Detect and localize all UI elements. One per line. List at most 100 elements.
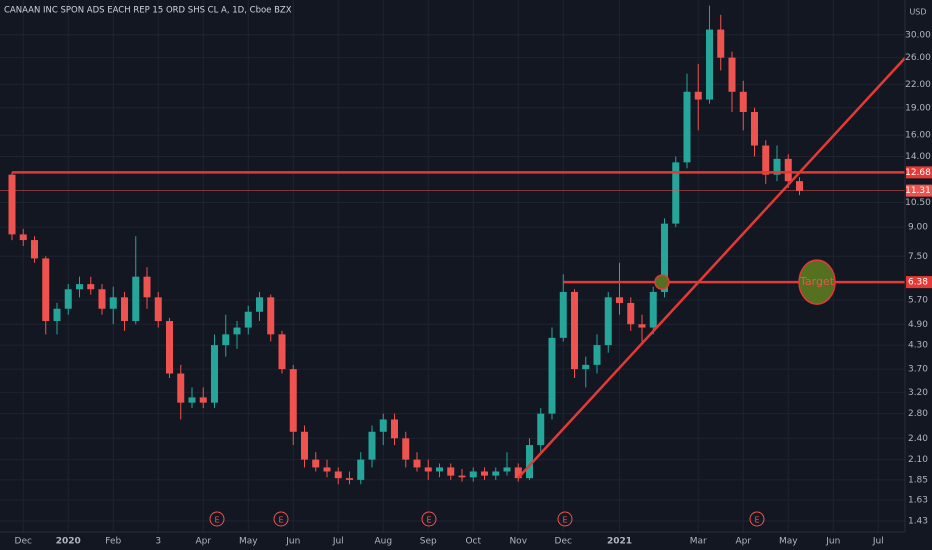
candle-body xyxy=(166,321,173,374)
x-tick-label: 2021 xyxy=(607,537,632,547)
candle-body xyxy=(728,57,736,92)
candle-body xyxy=(233,327,241,335)
candle-body xyxy=(582,364,590,370)
y-tick-label: 1.43 xyxy=(908,517,928,527)
candle-body xyxy=(717,29,725,58)
x-tick-label: Apr xyxy=(195,537,211,547)
candle-body xyxy=(256,297,263,312)
candle-body xyxy=(638,324,646,328)
candle-body xyxy=(672,162,680,224)
y-tick-label: 16.00 xyxy=(905,131,931,141)
candle-body xyxy=(391,419,398,439)
candle-body xyxy=(469,471,477,478)
candle-body xyxy=(784,158,792,182)
grid xyxy=(0,0,905,532)
candle-body xyxy=(503,467,511,472)
candle-body xyxy=(616,297,623,303)
candle-body xyxy=(199,397,207,403)
candle-body xyxy=(481,471,488,476)
y-tick-label: 2.80 xyxy=(908,409,928,419)
y-tick-label: 1.85 xyxy=(908,475,928,485)
x-tick-label: Jun xyxy=(825,537,840,547)
candle-body xyxy=(604,297,612,346)
candle-body xyxy=(154,297,162,322)
candle-body xyxy=(683,91,691,163)
candle-body xyxy=(143,276,151,298)
candle-body xyxy=(109,297,117,309)
x-tick-label: Dec xyxy=(15,537,32,547)
y-tick-label: 30.00 xyxy=(905,30,931,40)
candle-body xyxy=(762,145,770,175)
candle-body xyxy=(64,289,72,309)
y-tick-label: 2.10 xyxy=(908,455,928,465)
candle-body xyxy=(267,297,275,335)
y-tick-label: 9.00 xyxy=(908,223,928,233)
earnings-marker[interactable] xyxy=(557,511,573,527)
earnings-label: E xyxy=(562,516,567,525)
x-tick-label: 2020 xyxy=(56,537,81,547)
y-tick-label: 1.63 xyxy=(908,496,928,506)
candle-body xyxy=(42,258,50,322)
earnings-marker[interactable] xyxy=(421,511,437,527)
candle-body xyxy=(526,445,533,479)
candle-body xyxy=(413,459,421,468)
y-tick-label: 5.70 xyxy=(908,296,928,306)
earnings-label: E xyxy=(214,516,219,525)
candle-body xyxy=(447,467,455,476)
candle-body xyxy=(796,181,803,191)
earnings-marker[interactable] xyxy=(273,511,289,527)
candle-body xyxy=(357,459,365,480)
candle-body xyxy=(739,91,747,113)
level-tag xyxy=(906,166,932,179)
earnings-label: E xyxy=(754,516,759,525)
currency: USD xyxy=(909,8,926,17)
candle-body xyxy=(368,431,376,460)
x-tick-label: Feb xyxy=(105,537,121,547)
x-tick-label: Aug xyxy=(374,537,392,547)
candle-body xyxy=(31,240,38,259)
target-marker xyxy=(798,259,836,305)
candles xyxy=(8,5,803,485)
x-tick-label: Sep xyxy=(420,537,437,547)
y-tick-label: 3.70 xyxy=(908,365,928,375)
x-tick-label: May xyxy=(239,537,258,547)
candle-body xyxy=(402,438,410,460)
candle-body xyxy=(559,291,567,338)
x-tick-label: Oct xyxy=(465,537,481,547)
candle-body xyxy=(132,276,140,322)
candle-body xyxy=(121,297,128,322)
earnings-label: E xyxy=(278,516,283,525)
candle-body xyxy=(188,397,196,403)
candle-body xyxy=(177,373,185,403)
candle-body xyxy=(571,291,578,370)
candle-body xyxy=(492,471,500,476)
x-tick-label: Apr xyxy=(735,537,751,547)
level-tag xyxy=(906,276,932,289)
y-tick-label: 19.00 xyxy=(905,103,931,113)
y-tick-label: 14.00 xyxy=(905,152,931,162)
y-tick-label: 26.00 xyxy=(905,53,931,63)
candle-body xyxy=(627,302,635,325)
candle-body xyxy=(8,174,16,235)
x-tick-label: Jul xyxy=(332,537,344,547)
candle-body xyxy=(346,478,353,480)
breakout-marker xyxy=(654,274,670,290)
y-tick-label: 7.50 xyxy=(908,252,928,262)
candle-body xyxy=(694,91,702,100)
candle-body xyxy=(222,334,230,346)
candle-body xyxy=(76,284,83,290)
candle-body xyxy=(278,334,286,370)
earnings-marker[interactable] xyxy=(209,511,225,527)
candle-body xyxy=(773,158,781,175)
chart-title: CANAAN INC SPON ADS EACH REP 15 ORD SHS … xyxy=(4,6,292,16)
y-tick-label: 10.50 xyxy=(905,198,931,208)
x-tick-label: Jul xyxy=(872,537,884,547)
candle-body xyxy=(323,467,331,472)
candle-body xyxy=(19,234,27,241)
earnings-marker[interactable] xyxy=(749,511,765,527)
level-label: 12.68 xyxy=(905,168,931,178)
candle-body xyxy=(334,471,342,479)
